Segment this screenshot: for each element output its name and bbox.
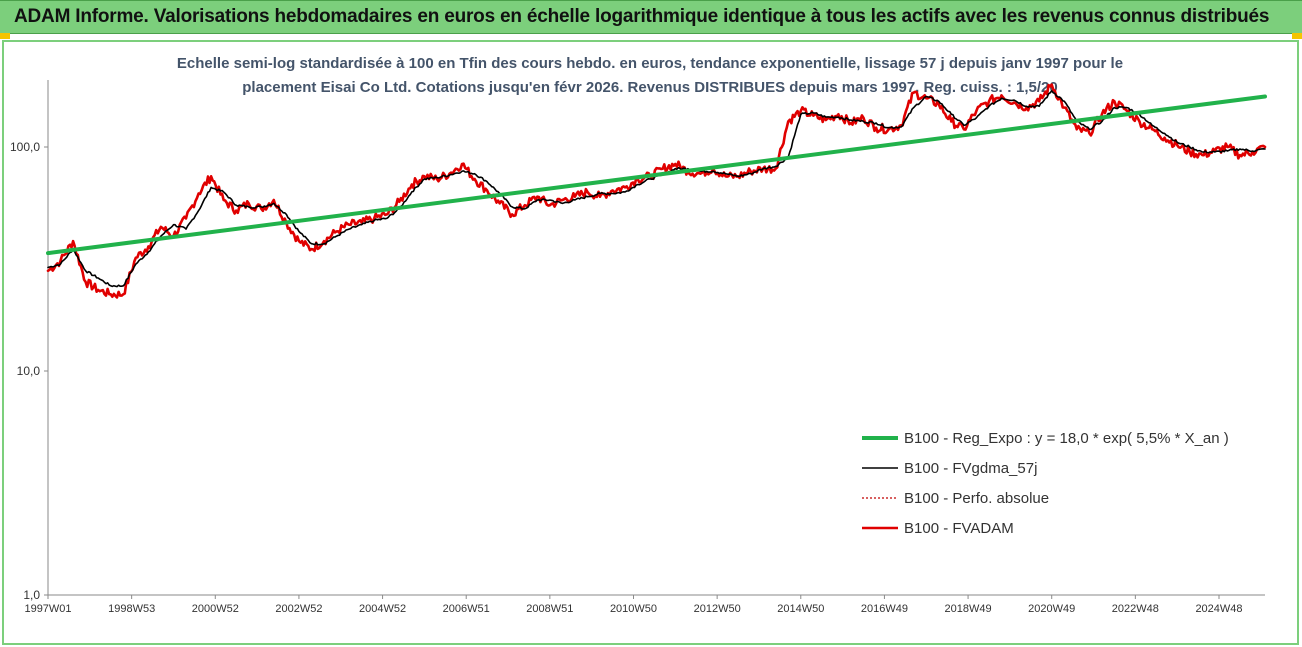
- x-tick-label: 2018W49: [945, 603, 992, 615]
- chart-subtitle-line-2: placement Eisai Co Ltd. Cotations jusqu'…: [242, 79, 1058, 96]
- legend-label-trend: B100 - Reg_Expo : y = 18,0 * exp( 5,5% *…: [904, 430, 1229, 447]
- legend-label-absolute: B100 - Perfo. absolue: [904, 490, 1049, 507]
- x-tick-label: 2008W51: [526, 603, 573, 615]
- x-tick-label: 2012W50: [694, 603, 741, 615]
- chart-legend: B100 - Reg_Expo : y = 18,0 * exp( 5,5% *…: [862, 430, 1229, 537]
- x-tick-label: 2016W49: [861, 603, 908, 615]
- x-tick-label: 2010W50: [610, 603, 657, 615]
- y-tick-label: 100,0: [10, 140, 40, 154]
- series-line-trend: [46, 94, 1267, 256]
- x-tick-label: 1997W01: [24, 603, 71, 615]
- y-tick-label: 10,0: [17, 364, 41, 378]
- banner-title: ADAM Informe. Valorisations hebdomadaire…: [14, 6, 1270, 27]
- legend-label-fvadam: B100 - FVADAM: [904, 520, 1014, 537]
- x-tick-label: 2000W52: [192, 603, 239, 615]
- chart-axes: 1,0 10,0 100,0 1997W01 1998W53 2000W52 2002W52…: [10, 80, 1265, 615]
- x-tick-label: 2024W48: [1195, 603, 1242, 615]
- x-tick-label: 2020W49: [1028, 603, 1075, 615]
- chart-subtitle-line-1: Echelle semi-log standardisée à 100 en T…: [176, 55, 1124, 72]
- banner-corner-right: [1292, 33, 1302, 39]
- y-tick-label: 1,0: [23, 588, 40, 602]
- x-tick-label: 2004W52: [359, 603, 406, 615]
- x-tick-label: 2022W48: [1112, 603, 1159, 615]
- x-tick-label: 1998W53: [108, 603, 155, 615]
- legend-label-smooth: B100 - FVgdma_57j: [904, 460, 1037, 477]
- x-tick-label: 2014W50: [777, 603, 824, 615]
- series-line-fvadam: [46, 83, 1267, 299]
- title-banner: ADAM Informe. Valorisations hebdomadaire…: [0, 0, 1302, 34]
- chart-frame: [2, 40, 1299, 645]
- chart-series: [46, 83, 1267, 299]
- x-tick-label: 2002W52: [275, 603, 322, 615]
- banner-corner-left: [0, 33, 10, 39]
- x-tick-label: 2006W51: [443, 603, 490, 615]
